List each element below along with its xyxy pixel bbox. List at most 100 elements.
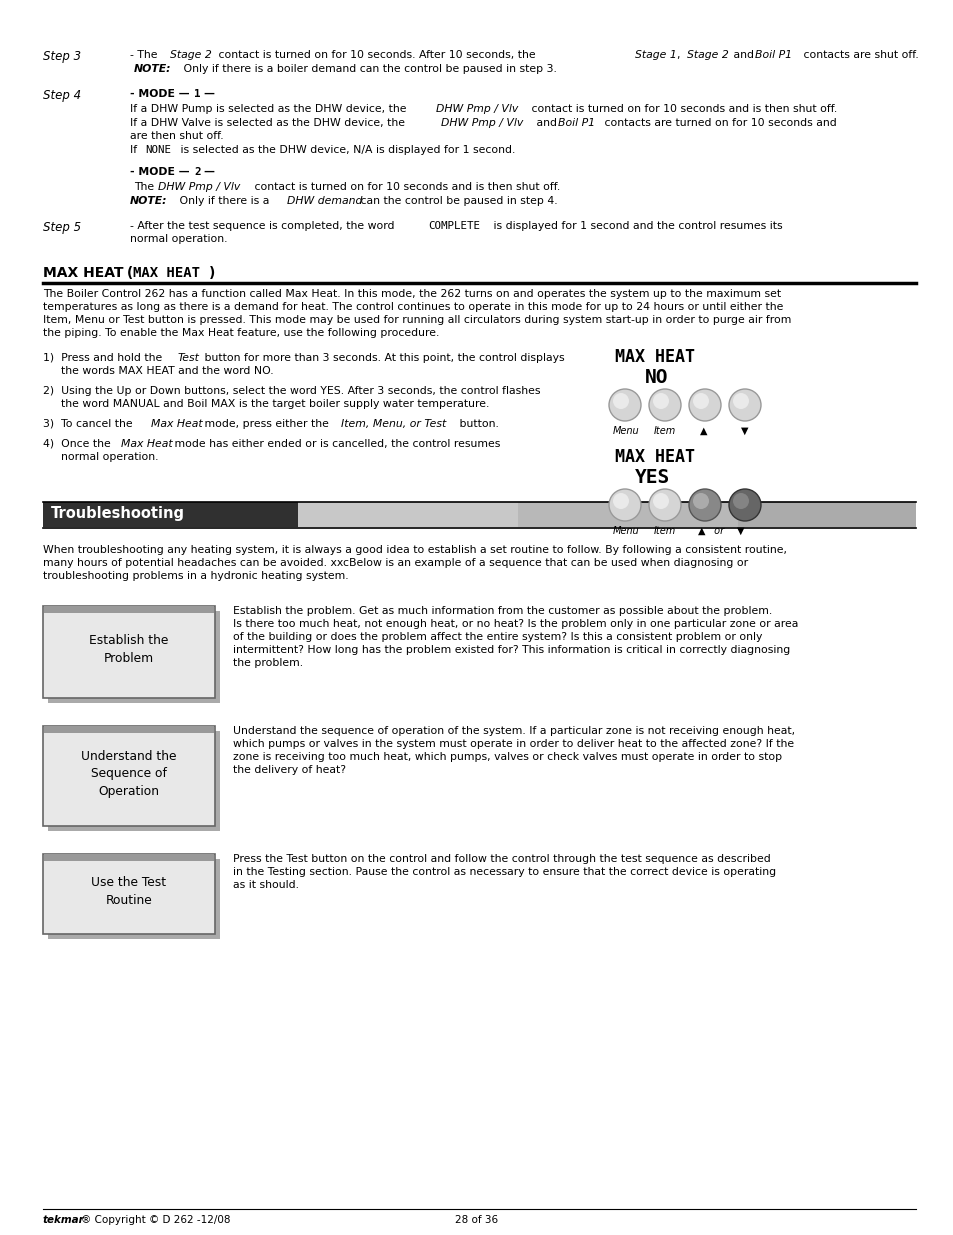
Text: Item: Item [654, 426, 676, 436]
Text: 3)  To cancel the: 3) To cancel the [43, 419, 136, 429]
Circle shape [608, 489, 640, 521]
Text: Establish the
Problem: Establish the Problem [90, 635, 169, 666]
Text: Max Heat: Max Heat [121, 438, 172, 450]
Text: Stage 1: Stage 1 [635, 49, 676, 61]
Text: Only if there is a boiler demand can the control be paused in step 3.: Only if there is a boiler demand can the… [180, 64, 557, 74]
Text: is displayed for 1 second and the control resumes its: is displayed for 1 second and the contro… [490, 221, 781, 231]
Text: Step 4: Step 4 [43, 89, 81, 103]
Bar [43, 606, 214, 698]
Text: Establish the problem. Get as much information from the customer as possible abo: Establish the problem. Get as much infor… [233, 606, 771, 616]
Circle shape [692, 493, 708, 509]
Text: DHW Pmp / Vlv: DHW Pmp / Vlv [440, 119, 522, 128]
Text: Test: Test [178, 353, 200, 363]
Text: If: If [130, 144, 140, 156]
Circle shape [652, 393, 668, 409]
Bar [44, 606, 213, 613]
Text: ▼: ▼ [737, 526, 743, 536]
Text: NOTE:: NOTE: [133, 64, 172, 74]
Text: the word MANUAL and Boil MAX is the target boiler supply water temperature.: the word MANUAL and Boil MAX is the targ… [61, 399, 489, 409]
Bar [297, 501, 517, 527]
Text: ): ) [209, 266, 215, 280]
Text: tekmar: tekmar [43, 1215, 85, 1225]
Circle shape [732, 493, 748, 509]
Text: 2: 2 [193, 167, 200, 177]
Text: Boil P1: Boil P1 [754, 49, 791, 61]
Text: or: or [710, 526, 723, 536]
Text: and: and [533, 119, 560, 128]
Text: NO: NO [644, 368, 668, 387]
Text: - MODE —: - MODE — [130, 89, 190, 99]
Text: is selected as the DHW device, N/A is displayed for 1 second.: is selected as the DHW device, N/A is di… [177, 144, 515, 156]
Text: NOTE:: NOTE: [130, 196, 168, 206]
Text: the piping. To enable the Max Heat feature, use the following procedure.: the piping. To enable the Max Heat featu… [43, 329, 439, 338]
Bar [517, 501, 738, 527]
Text: temperatures as long as there is a demand for heat. The control continues to ope: temperatures as long as there is a deman… [43, 303, 782, 312]
Bar [44, 726, 213, 734]
Text: button.: button. [456, 419, 498, 429]
Circle shape [648, 489, 680, 521]
Text: are then shut off.: are then shut off. [130, 131, 223, 141]
Text: MAX HEAT: MAX HEAT [615, 348, 695, 366]
Circle shape [613, 393, 628, 409]
Text: The: The [133, 182, 157, 191]
Text: the delivery of heat?: the delivery of heat? [233, 764, 346, 776]
Text: ▲: ▲ [700, 426, 707, 436]
Text: Max Heat: Max Heat [151, 419, 202, 429]
Text: Only if there is a: Only if there is a [175, 196, 273, 206]
Text: Stage 2: Stage 2 [170, 49, 212, 61]
Text: mode, press either the: mode, press either the [201, 419, 332, 429]
Text: mode has either ended or is cancelled, the control resumes: mode has either ended or is cancelled, t… [171, 438, 500, 450]
Text: Step 5: Step 5 [43, 221, 81, 233]
Text: contacts are shut off.: contacts are shut off. [800, 49, 918, 61]
Circle shape [728, 489, 760, 521]
Circle shape [652, 493, 668, 509]
Text: Menu: Menu [613, 526, 639, 536]
Text: many hours of potential headaches can be avoided. xxcBelow is an example of a se: many hours of potential headaches can be… [43, 558, 747, 568]
Text: Boil P1: Boil P1 [558, 119, 595, 128]
Text: DHW Pmp / Vlv: DHW Pmp / Vlv [158, 182, 240, 191]
Text: Press the Test button on the control and follow the control through the test seq: Press the Test button on the control and… [233, 853, 770, 864]
Text: Stage 2: Stage 2 [686, 49, 728, 61]
Text: Item: Item [654, 526, 676, 536]
Text: zone is receiving too much heat, which pumps, valves or check valves must operat: zone is receiving too much heat, which p… [233, 752, 781, 762]
Text: as it should.: as it should. [233, 881, 298, 890]
Circle shape [613, 493, 628, 509]
Circle shape [728, 389, 760, 421]
Text: - The: - The [130, 49, 161, 61]
Text: If a DHW Pump is selected as the DHW device, the: If a DHW Pump is selected as the DHW dev… [130, 104, 410, 114]
Circle shape [688, 489, 720, 521]
Bar [48, 611, 220, 703]
Text: the problem.: the problem. [233, 658, 303, 668]
Bar [43, 501, 297, 527]
Text: COMPLETE: COMPLETE [428, 221, 479, 231]
Text: YES: YES [635, 468, 670, 487]
Circle shape [692, 393, 708, 409]
Text: contact is turned on for 10 seconds and is then shut off.: contact is turned on for 10 seconds and … [527, 104, 837, 114]
Text: (: ( [122, 266, 133, 280]
Text: Item, Menu or Test button is pressed. This mode may be used for running all circ: Item, Menu or Test button is pressed. Th… [43, 315, 791, 325]
Text: button for more than 3 seconds. At this point, the control displays: button for more than 3 seconds. At this … [201, 353, 564, 363]
Text: 2)  Using the Up or Down buttons, select the word YES. After 3 seconds, the cont: 2) Using the Up or Down buttons, select … [43, 387, 540, 396]
Text: the words MAX HEAT and the word NO.: the words MAX HEAT and the word NO. [61, 366, 274, 375]
Bar [738, 501, 915, 527]
Circle shape [688, 389, 720, 421]
Text: 4)  Once the: 4) Once the [43, 438, 114, 450]
Circle shape [648, 389, 680, 421]
Text: 28 of 36: 28 of 36 [455, 1215, 498, 1225]
Text: MAX HEAT: MAX HEAT [132, 266, 200, 280]
Text: 1: 1 [193, 89, 200, 99]
Text: ,: , [677, 49, 683, 61]
Text: in the Testing section. Pause the control as necessary to ensure that the correc: in the Testing section. Pause the contro… [233, 867, 776, 877]
Text: Understand the sequence of operation of the system. If a particular zone is not : Understand the sequence of operation of … [233, 726, 794, 736]
Text: and: and [729, 49, 757, 61]
Text: 1)  Press and hold the: 1) Press and hold the [43, 353, 166, 363]
Text: normal operation.: normal operation. [130, 233, 227, 245]
Text: ▲: ▲ [698, 526, 705, 536]
Text: contact is turned on for 10 seconds. After 10 seconds, the: contact is turned on for 10 seconds. Aft… [214, 49, 538, 61]
Text: NONE: NONE [145, 144, 171, 156]
Text: DHW demand: DHW demand [287, 196, 362, 206]
Text: —: — [203, 167, 213, 177]
Text: Step 3: Step 3 [43, 49, 81, 63]
Text: contact is turned on for 10 seconds and is then shut off.: contact is turned on for 10 seconds and … [251, 182, 559, 191]
Bar [43, 726, 214, 826]
